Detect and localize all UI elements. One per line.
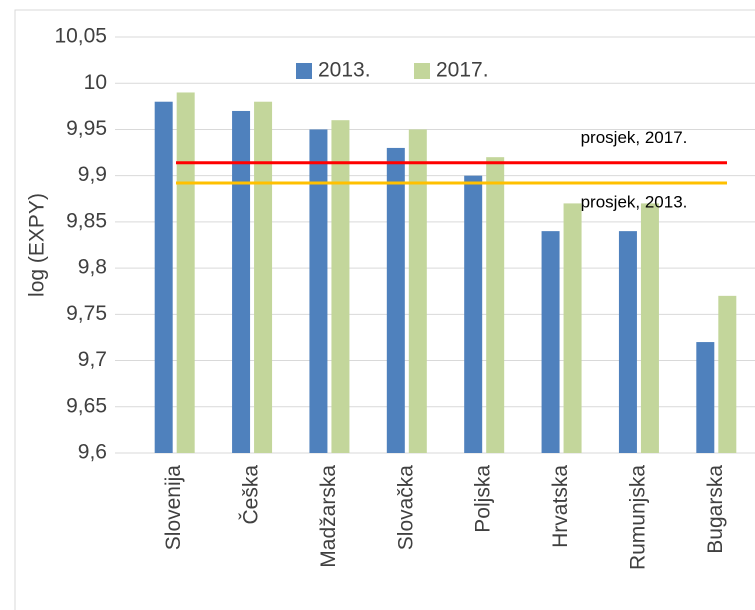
x-tick-label: Slovačka xyxy=(394,465,417,551)
x-tick-label: Poljska xyxy=(472,465,495,533)
bar xyxy=(176,92,195,453)
bar xyxy=(408,129,427,453)
bar xyxy=(154,101,173,453)
annotation: prosjek, 2017. xyxy=(581,128,688,147)
y-tick-label: 10 xyxy=(84,71,107,94)
y-tick-label: 10,05 xyxy=(54,25,107,48)
y-tick-label: 9,7 xyxy=(78,348,107,371)
y-tick-label: 9,6 xyxy=(78,441,107,464)
x-tick-label: Rumunjska xyxy=(626,465,649,570)
bar xyxy=(618,231,637,453)
y-tick-label: 9,75 xyxy=(66,302,107,325)
legend-swatch xyxy=(414,63,430,79)
bar xyxy=(541,231,560,453)
x-tick-label: Madžarska xyxy=(317,465,340,568)
bar xyxy=(254,101,273,453)
bar xyxy=(640,203,659,453)
bar xyxy=(718,295,737,453)
y-tick-label: 9,95 xyxy=(66,117,107,140)
bar xyxy=(464,175,483,453)
annotation: prosjek, 2013. xyxy=(581,193,688,212)
bar xyxy=(232,110,251,453)
legend-label: 2017. xyxy=(436,59,489,82)
legend-label: 2013. xyxy=(318,59,371,82)
x-tick-label: Bugarska xyxy=(704,465,727,554)
bar xyxy=(386,147,405,453)
bar xyxy=(309,129,328,453)
y-tick-label: 9,65 xyxy=(66,394,107,417)
y-axis-label: log (EXPY) xyxy=(26,193,49,297)
bar xyxy=(696,342,715,453)
y-tick-label: 9,8 xyxy=(78,256,107,279)
x-tick-label: Hrvatska xyxy=(549,465,572,548)
x-tick-label: Slovenija xyxy=(162,465,185,551)
x-tick-label: Češka xyxy=(240,465,263,525)
y-tick-label: 9,9 xyxy=(78,163,107,186)
bar xyxy=(486,157,505,453)
legend-swatch xyxy=(296,63,312,79)
y-tick-label: 9,85 xyxy=(66,209,107,232)
bar xyxy=(563,203,582,453)
bar xyxy=(331,120,350,453)
